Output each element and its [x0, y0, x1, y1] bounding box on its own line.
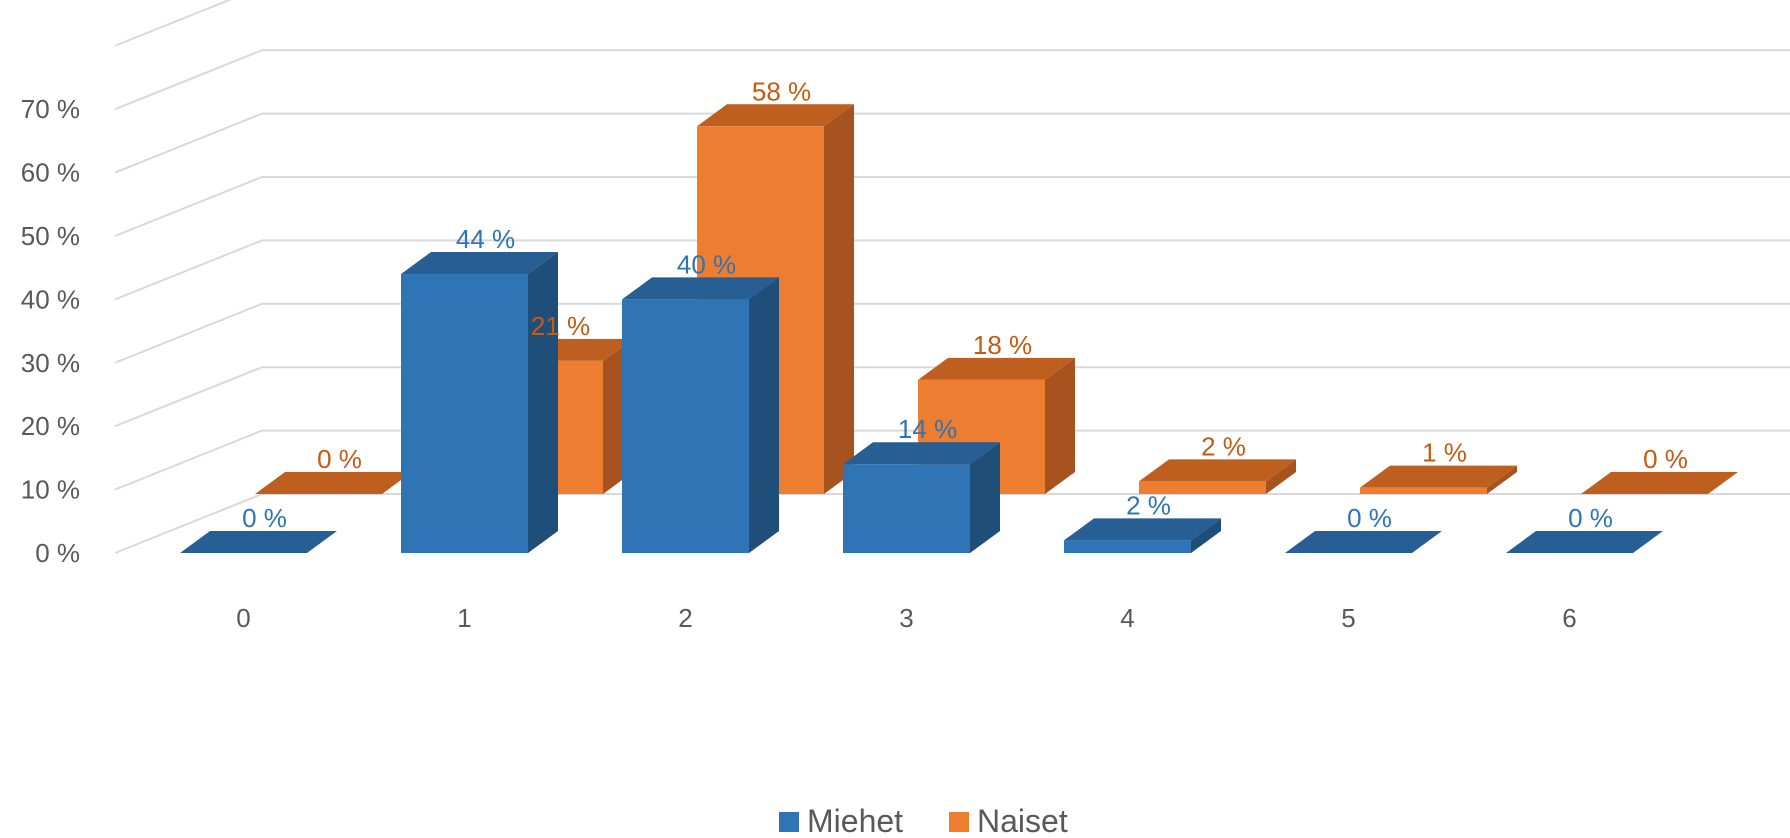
naiset-bar-front [1139, 481, 1266, 494]
miehet-bar [843, 442, 1000, 553]
gridline [114, 239, 1790, 301]
y-tick-label: 20 % [21, 411, 80, 441]
miehet-bar-side [528, 252, 558, 554]
miehet-bar-front [843, 464, 970, 553]
naiset-data-label: 1 % [1422, 438, 1467, 468]
y-tick-label: 30 % [21, 348, 80, 378]
gridline [114, 112, 1790, 174]
x-tick-label: 4 [1120, 603, 1134, 633]
miehet-bar [1506, 531, 1663, 553]
bar-layer [180, 104, 1738, 554]
x-tick-label: 0 [236, 603, 250, 633]
miehet-data-label: 0 % [242, 503, 287, 533]
legend-swatch [779, 812, 799, 832]
miehet-data-label: 14 % [898, 414, 957, 444]
miehet-bar-top [843, 442, 1000, 465]
naiset-bar [1360, 465, 1517, 494]
miehet-bar-side [1191, 518, 1221, 553]
naiset-bar-top [255, 472, 412, 494]
naiset-bar-front [1360, 487, 1487, 494]
miehet-bar-top [622, 277, 779, 300]
miehet-bar-side [749, 277, 779, 553]
miehet-data-label: 0 % [1568, 503, 1613, 533]
y-tick-label: 0 % [35, 538, 80, 568]
miehet-bar-top [1506, 531, 1663, 553]
legend-label: Naiset [977, 803, 1068, 838]
legend-item-naiset: Naiset [949, 803, 1068, 838]
gridline [114, 302, 1790, 364]
naiset-data-label: 58 % [752, 76, 811, 106]
miehet-bar [622, 277, 779, 553]
naiset-bar-top [1581, 472, 1738, 494]
naiset-data-label: 0 % [1643, 444, 1688, 474]
naiset-bar-side [1045, 357, 1075, 494]
miehet-data-label: 2 % [1126, 490, 1171, 520]
miehet-bar [401, 252, 558, 554]
gridline [114, 176, 1790, 237]
naiset-bar [255, 472, 412, 494]
x-tick-label: 3 [899, 603, 913, 633]
gridline [114, 0, 232, 47]
miehet-data-label: 40 % [677, 249, 736, 279]
miehet-bar-front [401, 274, 528, 553]
gridline [114, 49, 1790, 111]
y-tick-label: 60 % [21, 158, 80, 188]
gridline [114, 366, 1790, 428]
miehet-bar-top [180, 531, 337, 553]
y-axis: 0 % 10 % 20 % 30 % 40 % 50 % 60 % 70 % [21, 94, 80, 568]
x-tick-label: 5 [1341, 603, 1355, 633]
grid-layer [114, 0, 1790, 554]
naiset-bar [1581, 472, 1738, 494]
naiset-bar-top [1360, 465, 1517, 488]
naiset-data-label: 21 % [531, 311, 590, 341]
miehet-bar-front [622, 299, 749, 553]
y-tick-label: 50 % [21, 221, 80, 251]
x-tick-label: 6 [1562, 603, 1576, 633]
miehet-bar-top [401, 252, 558, 275]
legend-label: Miehet [807, 803, 903, 838]
gridline [114, 429, 1790, 491]
y-tick-label: 40 % [21, 284, 80, 314]
naiset-bar [1139, 459, 1296, 494]
miehet-bar-front [1064, 540, 1191, 553]
naiset-bar-side [824, 104, 854, 494]
miehet-bar [1064, 518, 1221, 553]
legend-item-miehet: Miehet [779, 803, 903, 838]
miehet-bar [180, 531, 337, 553]
naiset-bar-top [1139, 459, 1296, 482]
naiset-bar-side [1487, 465, 1517, 494]
data-labels: 0 % 21 % 58 % 18 % 2 % 1 % 0 % 0 % 44 % 40 % 14 % 2… [242, 76, 1688, 533]
miehet-bar-top [1064, 518, 1221, 541]
x-axis: 0 1 2 3 4 5 6 [236, 603, 1576, 633]
naiset-data-label: 0 % [317, 444, 362, 474]
miehet-bar-side [970, 442, 1000, 553]
miehet-bar [1285, 531, 1442, 553]
naiset-data-label: 18 % [973, 330, 1032, 360]
x-tick-label: 1 [457, 603, 471, 633]
legend: Miehet Naiset [779, 803, 1068, 838]
miehet-data-label: 0 % [1347, 503, 1392, 533]
naiset-data-label: 2 % [1201, 431, 1246, 461]
naiset-bar-top [697, 104, 854, 127]
naiset-bar-side [1266, 459, 1296, 494]
y-tick-label: 10 % [21, 475, 80, 505]
miehet-bar-top [1285, 531, 1442, 553]
legend-swatch [949, 812, 969, 832]
miehet-data-label: 44 % [456, 224, 515, 254]
y-tick-label: 70 % [21, 94, 80, 124]
x-tick-label: 2 [678, 603, 692, 633]
naiset-bar-top [918, 357, 1075, 380]
